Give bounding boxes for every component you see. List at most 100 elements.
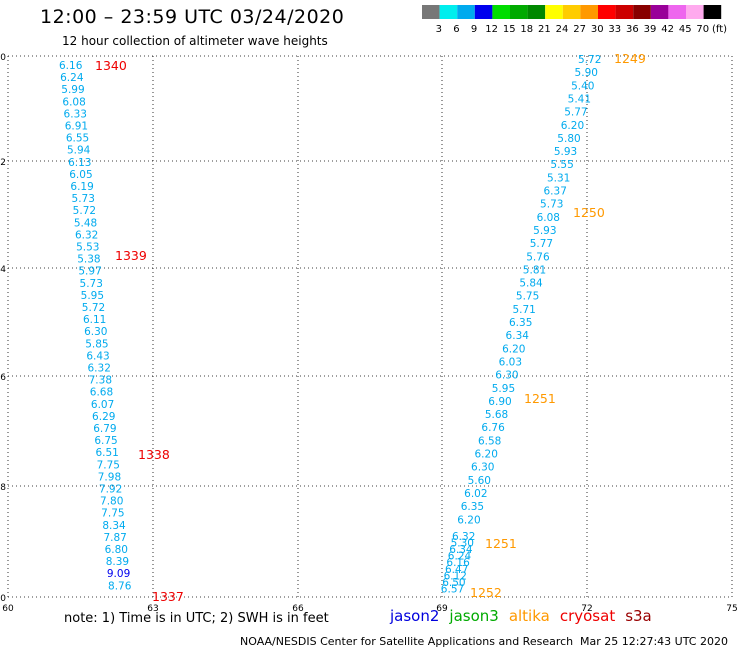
wave-height-label: 6.50 bbox=[442, 577, 465, 589]
pass-time-label: 1339 bbox=[115, 248, 147, 263]
wave-height-label: 5.71 bbox=[512, 304, 535, 316]
wave-height-label: 7.98 bbox=[98, 471, 121, 483]
wave-height-label: 5.95 bbox=[81, 290, 104, 302]
wave-height-label: 6.33 bbox=[64, 108, 87, 120]
legend-swatch bbox=[598, 5, 616, 19]
lat-tick-label: -34 bbox=[0, 265, 6, 275]
legend-label: 70 bbox=[696, 24, 709, 35]
wave-height-label: 6.47 bbox=[445, 564, 468, 576]
lat-tick-label: -32 bbox=[0, 158, 6, 168]
wave-height-label: 6.20 bbox=[475, 449, 498, 461]
wave-height-label: 6.08 bbox=[62, 96, 85, 108]
wave-height-label: 6.32 bbox=[88, 363, 111, 375]
pass-time-label: 1251 bbox=[485, 536, 517, 551]
wave-height-label: 7.38 bbox=[89, 375, 112, 387]
credit-text: NOAA/NESDIS Center for Satellite Applica… bbox=[240, 635, 574, 648]
wave-height-label: 5.73 bbox=[540, 199, 563, 211]
wave-height-label: 7.80 bbox=[100, 496, 123, 508]
wave-height-label: 6.43 bbox=[86, 350, 109, 362]
legend-swatch bbox=[422, 5, 440, 19]
legend-label: 9 bbox=[471, 24, 477, 35]
legend-label: 39 bbox=[644, 24, 657, 35]
wave-height-label: 6.79 bbox=[93, 423, 116, 435]
wave-height-label: 8.39 bbox=[106, 556, 129, 568]
pass-time-label: 1252 bbox=[470, 585, 502, 600]
wave-height-label: 6.20 bbox=[457, 514, 480, 526]
wave-height-label: 6.75 bbox=[94, 435, 117, 447]
satellite-altika: altika bbox=[508, 607, 550, 625]
lon-tick-label: 63 bbox=[147, 604, 158, 614]
pass-time-label: 1337 bbox=[152, 589, 184, 604]
legend-swatch bbox=[580, 5, 598, 19]
wave-height-label: 5.97 bbox=[78, 266, 101, 278]
page-title: 12:00 – 23:59 UTC 03/24/2020 bbox=[40, 6, 345, 28]
wave-height-label: 6.19 bbox=[70, 181, 93, 193]
wave-height-label: 5.95 bbox=[492, 383, 515, 395]
lat-tick-label: -30 bbox=[0, 53, 6, 63]
wave-height-label: 6.32 bbox=[452, 531, 475, 543]
wave-height-label: 6.08 bbox=[537, 212, 560, 224]
legend-label: 33 bbox=[608, 24, 621, 35]
wave-height-label: 6.80 bbox=[105, 544, 128, 556]
wave-height-label: 5.75 bbox=[516, 291, 539, 303]
wave-height-label: 5.73 bbox=[80, 278, 103, 290]
satellite-jason2: jason2 bbox=[390, 607, 440, 625]
lat-tick-label: -40 bbox=[0, 594, 6, 604]
wave-height-label: 5.53 bbox=[76, 242, 99, 254]
wave-height-label: 6.24 bbox=[448, 551, 472, 563]
wave-height-label: 5.77 bbox=[530, 238, 553, 250]
pass-time-label: 1249 bbox=[614, 51, 646, 66]
wave-height-label: 5.60 bbox=[468, 475, 491, 487]
lon-tick-label: 72 bbox=[581, 604, 592, 614]
wave-height-label: 6.29 bbox=[92, 411, 115, 423]
wave-height-label: 5.90 bbox=[575, 67, 598, 79]
wave-height-label: 6.24 bbox=[60, 72, 84, 84]
wave-height-label: 6.20 bbox=[561, 120, 584, 132]
legend-swatch bbox=[527, 5, 546, 19]
legend-swatch bbox=[545, 5, 563, 19]
legend-swatch bbox=[474, 5, 493, 19]
legend-label: 42 bbox=[661, 24, 674, 35]
wave-height-label: 5.38 bbox=[77, 254, 100, 266]
wave-height-label: 5.72 bbox=[578, 54, 601, 66]
wave-height-label: 6.34 bbox=[506, 330, 530, 342]
wave-height-label: 5.41 bbox=[568, 93, 591, 105]
legend-swatch bbox=[439, 5, 458, 19]
lon-tick-label: 66 bbox=[292, 604, 304, 614]
wave-height-label: 6.55 bbox=[66, 133, 89, 145]
lon-tick-label: 60 bbox=[2, 604, 14, 614]
lon-tick-label: 75 bbox=[726, 604, 737, 614]
wave-height-label: 5.73 bbox=[72, 193, 95, 205]
legend-label: 30 bbox=[591, 24, 604, 35]
wave-height-label: 6.05 bbox=[69, 169, 92, 181]
wave-height-label: 5.99 bbox=[61, 84, 84, 96]
wave-height-label: 6.11 bbox=[83, 314, 106, 326]
wave-height-legend: 3 6 9 12 15 18 21 24 27 30 33 36 39 42 45 70 (ft) bbox=[422, 5, 727, 35]
legend-unit: (ft) bbox=[712, 24, 727, 35]
wave-height-tracks: 6.166.245.996.086.336.916.555.946.136.05… bbox=[59, 54, 601, 595]
satellite-cryosat: cryosat bbox=[559, 607, 616, 625]
lat-tick-label: -36 bbox=[0, 373, 6, 383]
wave-height-label: 6.90 bbox=[488, 396, 511, 408]
wave-height-label: 5.77 bbox=[564, 107, 587, 119]
legend-swatch bbox=[562, 5, 581, 19]
wave-height-label: 5.93 bbox=[533, 225, 556, 237]
wave-height-label: 6.35 bbox=[461, 501, 484, 513]
pass-time-label: 1251 bbox=[524, 391, 556, 406]
legend-swatch bbox=[633, 5, 651, 19]
wave-height-label: 9.09 bbox=[107, 568, 130, 580]
legend-label: 24 bbox=[556, 24, 569, 35]
wave-height-label: 8.34 bbox=[102, 520, 126, 532]
wave-height-label: 6.37 bbox=[544, 186, 567, 198]
wave-height-label: 6.34 bbox=[449, 544, 473, 556]
lat-tick-label: -38 bbox=[0, 483, 6, 493]
wave-height-label: 5.76 bbox=[526, 251, 550, 263]
legend-swatch bbox=[510, 5, 528, 19]
wave-height-label: 6.12 bbox=[444, 570, 467, 582]
pass-time-labels: 1340 1339 1338 1337 1249 1250 1251 1251 1252 bbox=[95, 51, 646, 604]
legend-swatch bbox=[686, 5, 704, 19]
wave-height-label: 5.68 bbox=[485, 409, 508, 421]
wave-height-label: 6.32 bbox=[75, 229, 98, 241]
wave-height-label: 6.16 bbox=[446, 557, 470, 569]
